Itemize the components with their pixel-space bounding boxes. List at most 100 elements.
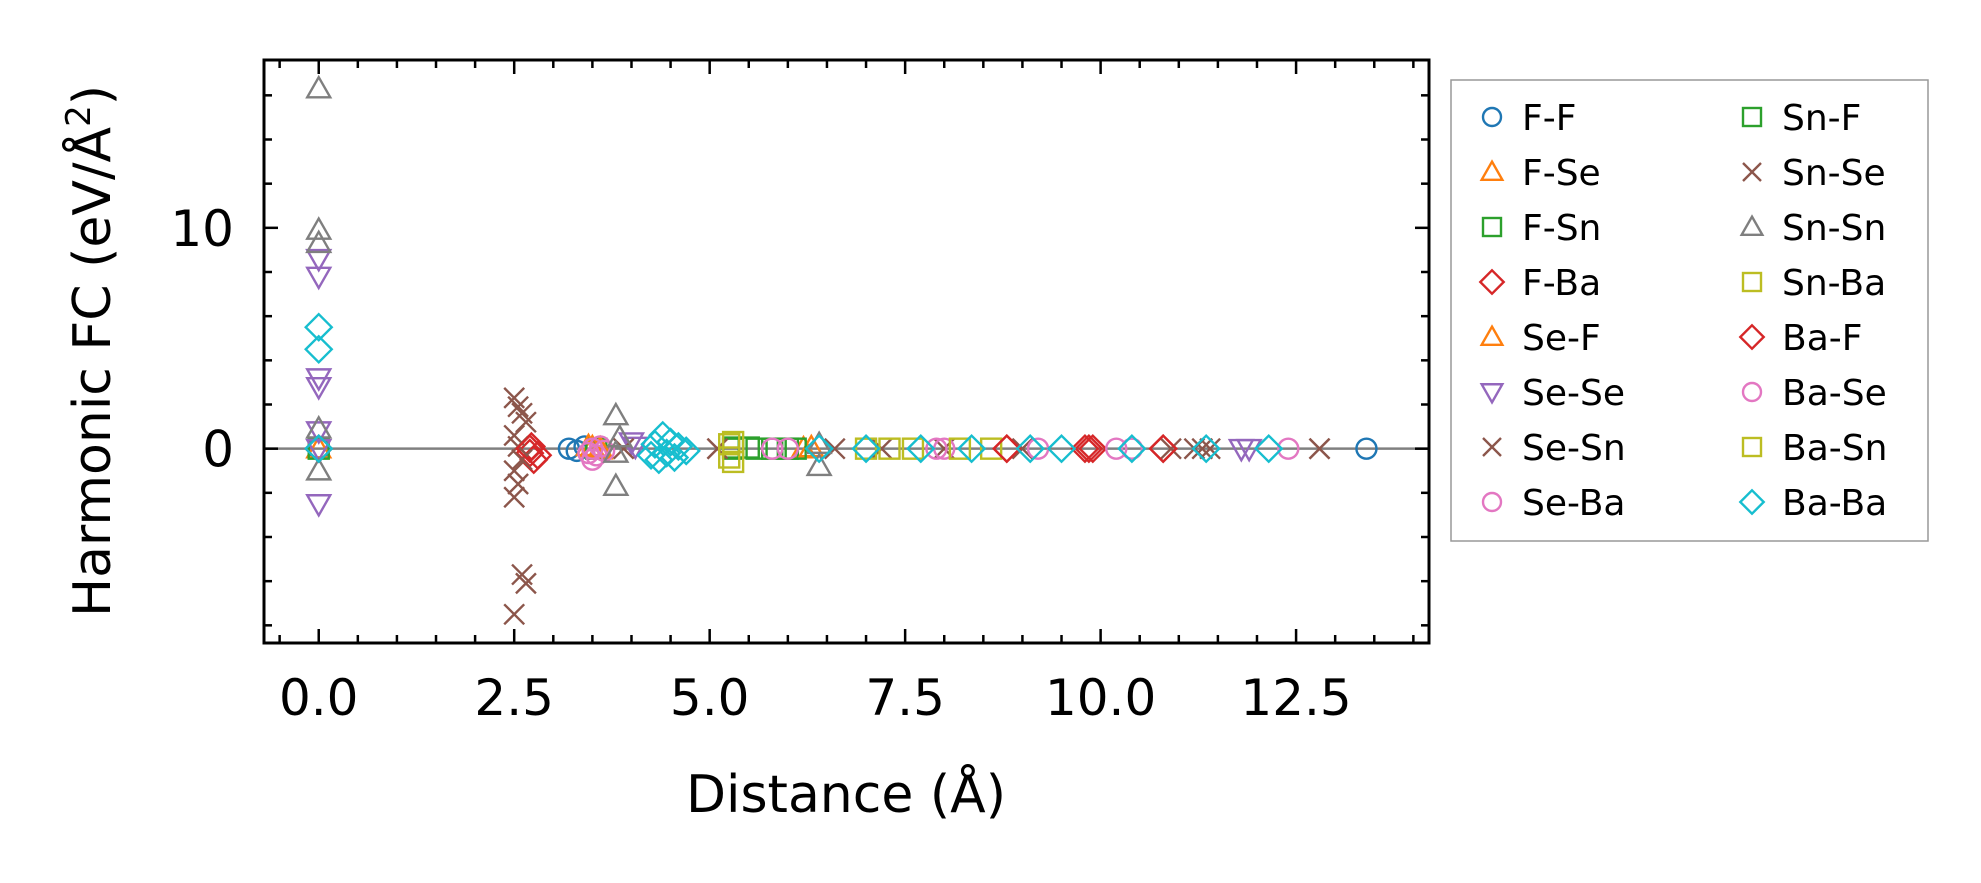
legend-item: F-Sn: [1481, 208, 1601, 249]
legend-marker: [1479, 324, 1505, 346]
data-point: [602, 401, 630, 426]
legend-item: Sn-Ba: [1741, 263, 1886, 304]
data-point: [636, 440, 666, 470]
y-axis-title-superscript: 2: [59, 105, 99, 127]
x-tick-label: 2.5: [474, 669, 554, 727]
data-point: [718, 446, 741, 469]
data-point: [1254, 433, 1284, 464]
legend-item: Sn-F: [1741, 98, 1861, 139]
legend-label: Se-F: [1522, 318, 1601, 359]
x-tick-label: 12.5: [1240, 669, 1351, 727]
legend-item: Ba-Se: [1741, 373, 1887, 414]
data-point: [663, 431, 694, 462]
legend-item: F-Se: [1479, 153, 1601, 194]
data-point: [1191, 437, 1214, 460]
data-point: [304, 334, 334, 364]
legend-marker: [1742, 162, 1762, 182]
data-point: [602, 472, 630, 497]
x-tick-label: 7.5: [865, 669, 945, 727]
data-point: [1070, 433, 1100, 464]
data-point: [305, 414, 333, 439]
legend-item: Ba-Ba: [1738, 483, 1887, 524]
data-point: [851, 433, 881, 464]
data-point: [1235, 438, 1263, 463]
plot-frame: [262, 58, 1431, 645]
data-point: [1308, 437, 1331, 460]
data-point: [718, 433, 741, 456]
y-tick-label: 10: [170, 200, 234, 258]
legend-frame: [1450, 79, 1929, 542]
data-point: [1105, 437, 1128, 460]
data-point: [1015, 433, 1045, 464]
legend-label: Sn-Se: [1782, 153, 1886, 194]
data-point: [925, 437, 948, 460]
legend-item: Sn-Se: [1742, 153, 1886, 194]
data-point: [1120, 437, 1144, 460]
legend-label: Ba-Ba: [1782, 483, 1887, 524]
legend-marker: [1741, 106, 1763, 128]
data-point: [305, 74, 333, 99]
legend-item: Se-F: [1479, 318, 1601, 359]
data-point: [581, 437, 604, 460]
data-point: [761, 437, 784, 460]
legend-marker: [1738, 323, 1766, 351]
data-point: [305, 216, 333, 240]
legend-item: Se-Ba: [1481, 483, 1625, 524]
legend: F-F F-Se F-Sn F-Ba Se-F Se-Se Se-Sn Se-Ba Sn-F Sn…: [1450, 79, 1929, 542]
data-point: [515, 433, 545, 464]
data-point: [507, 473, 529, 495]
data-point: [503, 486, 526, 509]
data-point: [1046, 433, 1077, 464]
data-point: [621, 436, 649, 461]
data-point: [511, 448, 533, 471]
y-axis-title-close: ): [63, 85, 123, 105]
data-point: [305, 248, 333, 273]
legend-label: Sn-Ba: [1782, 263, 1886, 304]
legend-marker: [1741, 381, 1763, 403]
legend-marker: [1478, 268, 1506, 296]
x-tick-label: 0.0: [279, 669, 359, 727]
data-point: [979, 437, 1003, 460]
data-point: [721, 450, 745, 474]
legend-label: Ba-F: [1782, 318, 1862, 359]
data-point: [305, 438, 333, 463]
data-point: [305, 421, 333, 445]
legend-marker: [1741, 436, 1763, 458]
legend-marker: [1738, 488, 1766, 516]
data-point: [305, 229, 333, 254]
data-point: [305, 377, 333, 401]
data-point: [906, 433, 936, 464]
data-point: [805, 452, 833, 477]
data-point: [305, 494, 333, 518]
legend-item: Ba-F: [1738, 318, 1862, 359]
legend-item: F-F: [1481, 98, 1576, 139]
legend-label: F-Ba: [1522, 263, 1601, 304]
legend-marker: [1479, 383, 1505, 405]
legend-marker: [1479, 159, 1505, 181]
data-point: [948, 437, 972, 460]
legend-item: F-Ba: [1478, 263, 1601, 304]
data-point: [602, 439, 630, 463]
y-axis-title: Harmonic FC (eV/Å2): [59, 85, 123, 617]
legend-label: F-F: [1522, 98, 1576, 139]
legend-item: Sn-Sn: [1739, 208, 1886, 249]
data-point: [1160, 437, 1182, 460]
legend-marker: [1741, 271, 1763, 293]
data-point: [305, 266, 333, 291]
data-point: [304, 312, 334, 342]
legend-marker: [1482, 437, 1502, 457]
legend-marker: [1481, 216, 1503, 238]
data-point: [1148, 433, 1178, 464]
y-axis-title-main: Harmonic FC (eV/Å: [61, 126, 123, 617]
series-ba-ba: [304, 312, 1284, 475]
data-point: [503, 459, 526, 482]
legend-label: Sn-F: [1782, 98, 1861, 139]
x-tick-label: 5.0: [670, 669, 750, 727]
legend-label: F-Se: [1522, 153, 1601, 194]
data-point: [305, 456, 333, 481]
legend-label: F-Sn: [1522, 208, 1601, 249]
y-tick-label: 0: [202, 421, 234, 479]
data-point: [503, 603, 526, 626]
legend-label: Se-Sn: [1522, 428, 1626, 469]
